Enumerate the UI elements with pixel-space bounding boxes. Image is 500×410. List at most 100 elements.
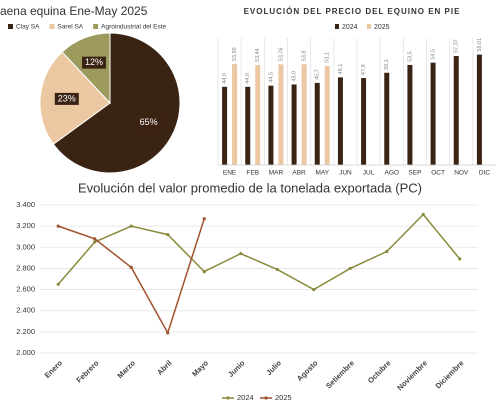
bar [291, 84, 297, 165]
legend-swatch [335, 24, 339, 29]
bar-value-label: 45,7 [315, 69, 321, 80]
bar [476, 54, 482, 166]
line-point [421, 212, 425, 217]
x-tick-label: SEP [408, 170, 421, 177]
pie-slice [52, 32, 181, 174]
legend-swatch [93, 24, 99, 29]
pie-value-label: 12% [85, 57, 103, 67]
bar-value-label: 53,8 [302, 51, 308, 62]
line-point [458, 257, 462, 261]
legend-swatch [8, 24, 13, 29]
label-box [54, 92, 79, 105]
pie-value-label: 65% [140, 117, 158, 127]
bar-value-label: 53,76 [278, 48, 284, 62]
x-tick-label: Julio [264, 358, 283, 377]
line-point [166, 233, 170, 237]
x-tick-label: Agosto [295, 358, 320, 383]
bar-value-label: 44,0 [245, 73, 251, 84]
x-tick-label: NOV [454, 170, 469, 177]
bar-value-label: 53,86 [232, 47, 238, 61]
bar-title: EVOLUCIÓN DEL PRECIO DEL EQUINO EN PIE [244, 7, 461, 16]
y-tick-label: 2.400 [16, 306, 35, 315]
x-tick-label: Junio [226, 358, 247, 379]
bar-value-label: 50,1 [384, 59, 390, 70]
bar-value-label: 53,44 [255, 48, 261, 62]
bar-value-label: 44,5 [268, 72, 274, 83]
bar-value-label: 48,1 [338, 64, 344, 75]
x-tick-label: ENE [223, 170, 237, 177]
line-point [129, 224, 133, 228]
line-point [202, 270, 206, 274]
x-tick-label: DIC [479, 170, 491, 177]
bar-value-label: 44,0 [222, 73, 228, 84]
x-tick-label: JUN [339, 170, 352, 177]
y-tick-label: 3.000 [16, 242, 35, 251]
legend-swatch [367, 24, 371, 29]
x-tick-label: MAR [269, 170, 284, 177]
y-tick-label: 2.600 [16, 285, 35, 294]
bar-value-label: 58,01 [477, 38, 483, 52]
pie-title: Faena equina Ene-May 2025 [0, 4, 148, 18]
bar [361, 78, 367, 165]
legend-swatch [49, 24, 55, 29]
line-point [385, 249, 389, 254]
bar [453, 56, 459, 166]
pie-value-label: 23% [58, 93, 76, 103]
bar [301, 64, 307, 165]
label-box [136, 116, 161, 129]
bar-value-label: 53,1 [325, 52, 331, 63]
legend-label: Clay SA [16, 24, 40, 31]
x-tick-label: Setiembre [324, 358, 356, 390]
legend-marker [264, 396, 268, 400]
line-point [56, 282, 60, 286]
line-point [166, 331, 170, 335]
x-tick-label: FEB [246, 170, 259, 177]
bar-value-label: 47,8 [361, 64, 367, 75]
legend-label: 2024 [342, 24, 358, 31]
bar [278, 64, 284, 165]
bar [324, 65, 330, 165]
bar [430, 62, 436, 165]
line-point [275, 267, 279, 272]
line-point [202, 217, 206, 221]
legend-label: 2025 [374, 24, 390, 31]
bar [384, 72, 390, 165]
legend-label: 2025 [275, 393, 292, 402]
y-tick-label: 3.200 [16, 221, 35, 230]
bar [255, 65, 261, 165]
line-point [239, 252, 243, 256]
y-tick-label: 2.200 [16, 327, 35, 336]
line-title: Evolución del valor promedio de la tonel… [78, 180, 422, 195]
y-tick-label: 2.000 [16, 348, 35, 357]
legend-marker [226, 396, 230, 400]
x-tick-label: Diciembre [434, 358, 466, 390]
bar-value-label: 54,5 [431, 49, 437, 60]
bar [314, 82, 320, 165]
bar [232, 64, 238, 165]
bar [337, 77, 343, 165]
legend-label: 2024 [237, 393, 254, 402]
bar [222, 86, 228, 165]
bar-value-label: 57,37 [454, 39, 460, 53]
line-point [312, 287, 316, 292]
bar-value-label: 53,5 [407, 51, 413, 62]
bar [407, 64, 413, 165]
x-tick-label: Octubre [366, 358, 393, 385]
y-tick-label: 3.400 [16, 200, 35, 209]
x-tick-label: JUL [363, 170, 375, 177]
legend-label: Agroindustrial del Este [101, 24, 166, 31]
label-box [82, 56, 107, 69]
line-point [348, 266, 352, 271]
line-point [129, 265, 133, 269]
legend-label: Sarel SA [57, 24, 83, 31]
x-tick-label: AGO [385, 170, 399, 177]
bar-value-label: 45,0 [292, 71, 298, 82]
line-point [56, 224, 60, 228]
x-tick-label: MAY [315, 170, 329, 177]
bar [268, 85, 274, 165]
x-tick-label: Marzo [115, 358, 137, 380]
line-point [93, 240, 97, 244]
x-tick-label: Mayo [190, 358, 210, 378]
